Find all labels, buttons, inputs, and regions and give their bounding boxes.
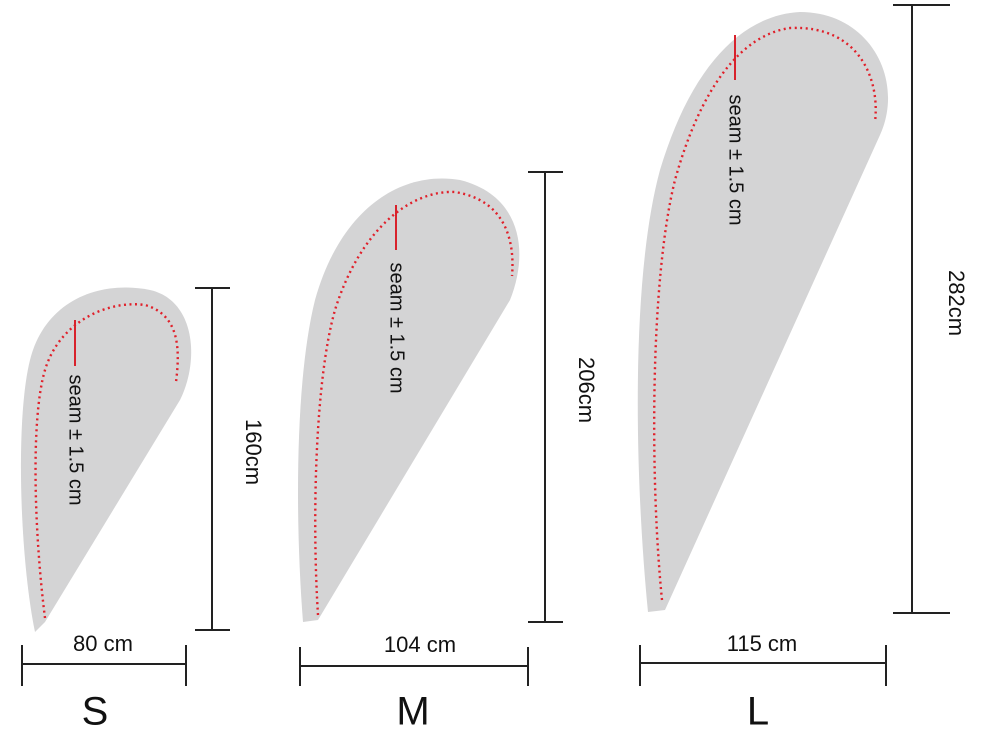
seam-line xyxy=(653,26,877,601)
size-label: S xyxy=(82,690,109,734)
flag-shape xyxy=(637,12,889,612)
size-label: L xyxy=(747,690,769,734)
height-label: 160cm xyxy=(241,419,266,485)
flag-shape xyxy=(298,178,520,622)
seam-label: seam ± 1.5 cm xyxy=(725,94,747,225)
flag-m: seam ± 1.5 cm 206cm 104 cm M xyxy=(298,171,599,734)
seam-label: seam ± 1.5 cm xyxy=(386,262,408,393)
height-label: 206cm xyxy=(574,357,599,423)
width-label: 115 cm xyxy=(727,631,798,656)
seam-label: seam ± 1.5 cm xyxy=(65,374,87,505)
width-label: 80 cm xyxy=(73,631,133,656)
seam-line xyxy=(314,190,514,616)
flag-l: seam ± 1.5 cm 282cm 115 cm L xyxy=(637,4,969,734)
height-label: 282cm xyxy=(944,270,969,336)
size-label: M xyxy=(396,690,429,734)
flag-s: seam ± 1.5 cm 160cm 80 cm S xyxy=(20,287,266,734)
flag-shape xyxy=(20,287,192,632)
width-label: 104 cm xyxy=(384,632,456,657)
